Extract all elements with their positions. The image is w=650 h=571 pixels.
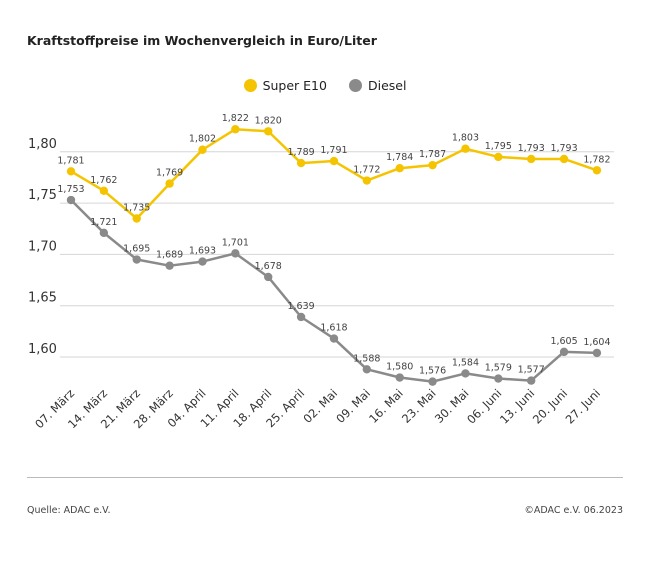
data-label: 1,576 bbox=[419, 366, 446, 377]
data-point bbox=[526, 376, 536, 385]
data-point bbox=[362, 176, 372, 185]
data-label: 1,781 bbox=[57, 155, 84, 166]
data-point bbox=[395, 164, 404, 173]
data-label: 1,787 bbox=[419, 149, 446, 160]
data-point bbox=[99, 186, 109, 195]
data-point bbox=[198, 145, 207, 154]
data-label: 1,678 bbox=[255, 261, 282, 272]
data-label: 1,584 bbox=[452, 357, 479, 368]
data-point bbox=[526, 154, 536, 164]
x-tick-label: 30. Mai bbox=[432, 386, 472, 426]
data-label: 1,789 bbox=[287, 147, 314, 158]
data-point bbox=[165, 179, 174, 188]
y-tick-label: 1,80 bbox=[28, 137, 57, 152]
x-tick-label: 23. Mai bbox=[399, 386, 439, 426]
data-point bbox=[592, 166, 602, 175]
data-label: 1,822 bbox=[222, 113, 249, 124]
data-point bbox=[231, 125, 240, 134]
data-label: 1,695 bbox=[123, 244, 150, 255]
data-label: 1,793 bbox=[550, 143, 577, 154]
data-label: 1,795 bbox=[485, 141, 512, 152]
data-point bbox=[494, 374, 503, 383]
data-point bbox=[296, 312, 306, 322]
copyright-note: ©ADAC e.V. 06.2023 bbox=[524, 505, 623, 516]
data-label: 1,689 bbox=[156, 250, 183, 261]
data-label: 1,793 bbox=[518, 143, 545, 154]
x-tick-label: 20. Juni bbox=[530, 386, 570, 426]
data-point bbox=[231, 249, 240, 258]
source-note: Quelle: ADAC e.V. bbox=[27, 505, 111, 516]
data-label: 1,580 bbox=[386, 362, 413, 373]
legend-item-super-e10: Super E10 bbox=[243, 78, 327, 93]
data-label: 1,762 bbox=[90, 175, 117, 186]
data-point bbox=[132, 214, 141, 223]
data-label: 1,784 bbox=[386, 152, 413, 163]
data-label: 1,604 bbox=[583, 337, 610, 348]
x-tick-label: 02. Mai bbox=[300, 386, 340, 426]
data-point bbox=[329, 334, 339, 343]
data-point bbox=[494, 152, 503, 162]
legend-label-super-e10: Super E10 bbox=[262, 78, 327, 93]
data-point bbox=[362, 365, 372, 374]
legend-marker-diesel bbox=[348, 79, 362, 92]
data-label: 1,803 bbox=[452, 133, 479, 144]
data-point bbox=[264, 127, 273, 136]
data-point bbox=[329, 156, 339, 166]
x-tick-label: 27. Juni bbox=[563, 386, 603, 426]
data-point bbox=[559, 154, 569, 164]
footer-divider bbox=[27, 477, 623, 478]
data-point bbox=[198, 257, 207, 266]
data-label: 1,769 bbox=[156, 168, 183, 179]
data-point bbox=[296, 158, 306, 168]
data-point bbox=[66, 195, 76, 205]
data-label: 1,721 bbox=[90, 217, 117, 228]
legend-marker-super-e10 bbox=[243, 79, 257, 92]
x-tick-label: 09. Mai bbox=[333, 386, 373, 426]
data-label: 1,639 bbox=[287, 301, 314, 312]
data-point bbox=[66, 167, 76, 176]
data-label: 1,735 bbox=[123, 202, 150, 213]
x-tick-label: 06. Juni bbox=[464, 386, 504, 426]
data-point bbox=[99, 228, 109, 238]
data-point bbox=[592, 348, 602, 358]
data-label: 1,772 bbox=[353, 165, 380, 176]
legend: Super E10 Diesel bbox=[0, 78, 650, 93]
data-label: 1,753 bbox=[57, 184, 84, 195]
data-label: 1,701 bbox=[222, 237, 249, 248]
legend-label-diesel: Diesel bbox=[367, 78, 407, 93]
data-point bbox=[395, 373, 404, 382]
data-point bbox=[264, 272, 273, 282]
series-line-diesel bbox=[70, 199, 597, 383]
data-label: 1,791 bbox=[320, 145, 347, 156]
data-label: 1,588 bbox=[353, 353, 380, 364]
data-point bbox=[132, 255, 141, 264]
legend-item-diesel: Diesel bbox=[348, 78, 407, 93]
data-label: 1,579 bbox=[485, 363, 512, 374]
data-label: 1,693 bbox=[189, 246, 216, 257]
data-label: 1,577 bbox=[518, 365, 545, 376]
data-point bbox=[428, 160, 437, 170]
data-label: 1,618 bbox=[320, 323, 347, 334]
y-tick-label: 1,60 bbox=[28, 342, 57, 357]
y-tick-label: 1,75 bbox=[28, 188, 57, 203]
data-point bbox=[559, 347, 569, 357]
data-point bbox=[461, 144, 470, 153]
x-tick-label: 16. Mai bbox=[366, 386, 406, 426]
data-label: 1,802 bbox=[189, 134, 216, 145]
y-tick-label: 1,70 bbox=[28, 239, 57, 254]
data-label: 1,782 bbox=[583, 154, 610, 165]
data-point bbox=[461, 369, 470, 378]
x-tick-label: 13. Juni bbox=[497, 386, 537, 426]
data-label: 1,605 bbox=[550, 336, 577, 347]
data-point bbox=[428, 377, 437, 386]
data-label: 1,820 bbox=[255, 115, 282, 126]
data-point bbox=[165, 261, 174, 270]
y-tick-label: 1,65 bbox=[28, 291, 57, 306]
chart-title: Kraftstoffpreise im Wochenvergleich in E… bbox=[27, 33, 377, 48]
